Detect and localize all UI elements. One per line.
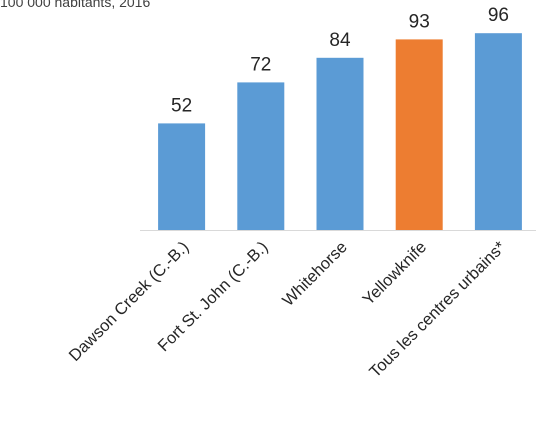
bar-1 <box>237 82 285 231</box>
bar-3 <box>395 39 443 231</box>
category-label-3: Yellowknife <box>359 238 430 309</box>
category-label-4: Tous les centres urbains* <box>366 238 509 381</box>
value-labels-group: 52 72 84 93 96 <box>171 5 509 116</box>
bar-4 <box>474 33 522 231</box>
category-labels-group: Dawson Creek (C.-B.)Fort St. John (C.-B.… <box>66 238 510 381</box>
value-label-1: 72 <box>250 54 271 75</box>
bar-2 <box>316 57 364 230</box>
bars-group <box>158 33 522 231</box>
value-label-2: 84 <box>329 30 351 51</box>
value-label-3: 93 <box>409 11 430 32</box>
header-fragment: 100 000 habitants, 2016 <box>0 0 151 10</box>
bar-0 <box>158 123 206 230</box>
category-label-2: Whitehorse <box>279 238 351 310</box>
value-label-0: 52 <box>171 95 192 116</box>
value-label-4: 96 <box>488 5 509 26</box>
